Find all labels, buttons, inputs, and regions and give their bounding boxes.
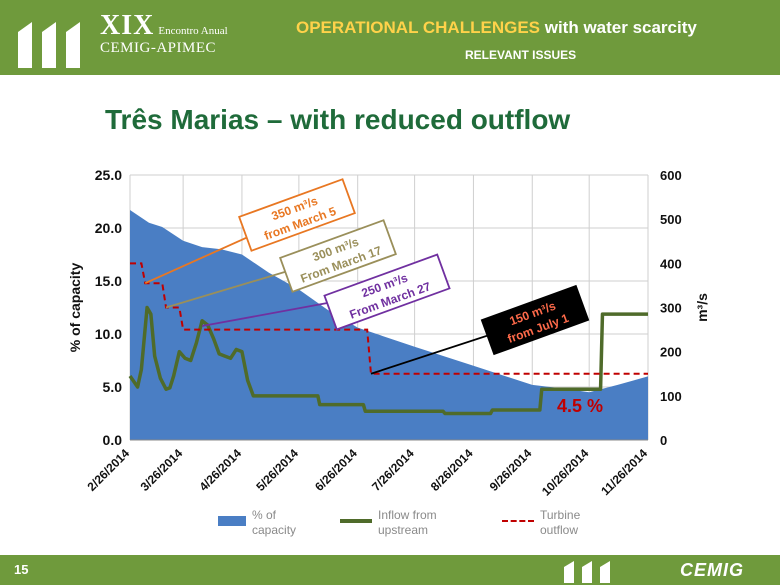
y2-tick-label: 600 xyxy=(660,168,682,183)
y-axis-title: % of capacity xyxy=(67,263,83,353)
x-tick-label: 3/26/2014 xyxy=(138,446,186,494)
header-subtitle: RELEVANT ISSUES xyxy=(465,48,577,62)
callout-300-box xyxy=(279,219,397,293)
y-tick-label: 20.0 xyxy=(95,220,122,236)
x-tick-label: 7/26/2014 xyxy=(369,446,417,494)
x-tick-label: 11/26/2014 xyxy=(598,446,650,498)
legend-turbine-line1: Turbine xyxy=(540,508,581,522)
header-title: OPERATIONAL CHALLENGES with water scarci… xyxy=(296,18,697,38)
page-number: 15 xyxy=(14,562,29,577)
capacity-area xyxy=(130,209,648,440)
legend-inflow-line1: Inflow from xyxy=(378,508,437,522)
legend-swatch-inflow xyxy=(340,519,372,523)
y2-tick-label: 300 xyxy=(660,301,682,316)
y2-tick-label: 500 xyxy=(660,212,682,227)
y-tick-label: 25.0 xyxy=(95,167,122,183)
y-tick-label: 15.0 xyxy=(95,273,122,289)
legend-capacity-line1: % of xyxy=(252,508,277,522)
legend-inflow-line2: upstream xyxy=(378,523,429,537)
x-tick-label: 9/26/2014 xyxy=(487,446,535,494)
event-logo: XIX Encontro Anual CEMIG-APIMEC xyxy=(100,10,228,57)
x-tick-label: 4/26/2014 xyxy=(196,446,244,494)
building-logo-icon xyxy=(18,22,80,68)
callout-150-box xyxy=(480,284,590,356)
y2-tick-label: 100 xyxy=(660,389,682,404)
legend-swatch-area xyxy=(218,516,246,526)
y2-tick-label: 0 xyxy=(660,433,667,448)
logo-encontro: Encontro Anual xyxy=(158,25,228,37)
x-tick-label: 8/26/2014 xyxy=(428,446,476,494)
callout-250-box xyxy=(323,253,451,331)
x-tick-label: 2/26/2014 xyxy=(84,446,132,494)
cemig-logo-icon xyxy=(564,561,610,583)
x-tick-label: 5/26/2014 xyxy=(253,446,301,494)
min-capacity-label: 4.5 % xyxy=(557,396,603,416)
y-tick-label: 10.0 xyxy=(95,326,122,342)
legend-capacity-line2: capacity xyxy=(252,523,297,537)
footer-bar: 15 CEMIG xyxy=(0,555,780,585)
legend-swatch-turbine xyxy=(502,520,534,522)
y-tick-label: 5.0 xyxy=(103,379,123,395)
header-title-part2: with water scarcity xyxy=(540,18,697,37)
y2-tick-label: 400 xyxy=(660,256,682,271)
logo-roman-numeral: XIX xyxy=(100,10,155,41)
reservoir-chart: 2/26/2014 3/26/2014 4/26/2014 5/26/2014 6/26… xyxy=(67,167,710,499)
turbine-outflow-line xyxy=(130,262,648,375)
callout-350-box xyxy=(238,178,356,252)
logo-org: CEMIG-APIMEC xyxy=(100,40,217,56)
slide-title: Três Marias – with reduced outflow xyxy=(105,104,571,135)
y2-axis-title: m³/s xyxy=(694,293,710,322)
y-tick-label: 0.0 xyxy=(103,432,123,448)
footer-brand: CEMIG xyxy=(680,560,745,580)
x-tick-label: 6/26/2014 xyxy=(312,446,360,494)
y2-tick-label: 200 xyxy=(660,345,682,360)
legend-turbine-line2: outflow xyxy=(540,523,579,537)
header-bar: XIX Encontro Anual CEMIG-APIMEC OPERATION… xyxy=(0,0,780,75)
header-title-part1: OPERATIONAL CHALLENGES xyxy=(296,18,540,37)
inflow-line xyxy=(128,305,648,416)
x-tick-label: 10/26/2014 xyxy=(539,446,592,499)
chart-marks xyxy=(128,209,648,440)
